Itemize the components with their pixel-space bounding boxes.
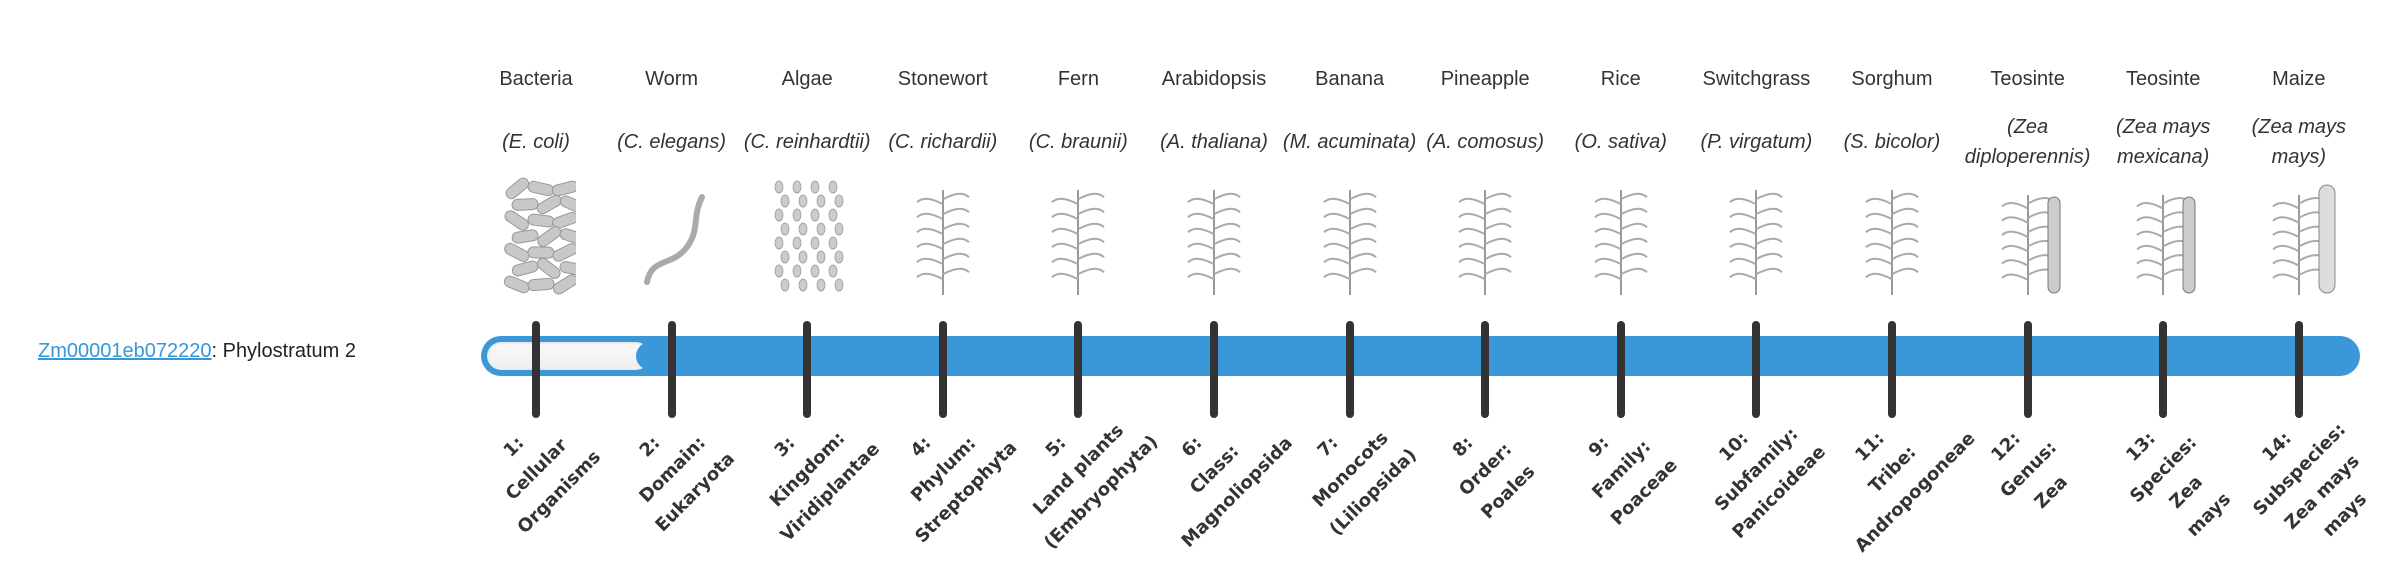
organism-common-name: Arabidopsis [1161, 68, 1267, 90]
stratum-tick [803, 321, 812, 418]
organism-common-name: Maize [2272, 68, 2326, 90]
organism-common-name: Bacteria [499, 68, 573, 90]
stonewort-illustration [903, 177, 983, 297]
stratum-tick [667, 321, 676, 418]
stratum-label: 3: Kingdom: Viridiplantae [714, 376, 902, 564]
organism-species-name: (C. richardii) [888, 131, 998, 153]
algae-illustration [767, 177, 847, 297]
organism-common-name: Rice [1600, 68, 1641, 90]
organism-species-name: (C. reinhardtii) [743, 131, 871, 153]
organism-species-name: (C. elegans) [617, 131, 727, 153]
organism-common-name: Fern [1057, 68, 1099, 90]
organism-common-name: Pineapple [1440, 68, 1530, 90]
stratum-tick [1210, 321, 1218, 418]
banana-illustration [1310, 177, 1390, 297]
organism-species-name: (E. coli) [502, 131, 570, 153]
organism-common-name: Switchgrass [1702, 68, 1811, 90]
organism-species-name: (A. thaliana) [1160, 131, 1268, 153]
organism-common-name: Teosinte [1990, 68, 2065, 90]
pineapple-illustration [1445, 177, 1525, 297]
organism-species-name: (Zea mays mexicana) [2115, 116, 2211, 168]
organism-common-name: Sorghum [1851, 68, 1933, 90]
stratum-tick [938, 321, 947, 418]
stratum-tick [2294, 321, 2303, 418]
stratum-label: 6: Class: Magnoliopsida [1121, 376, 1309, 564]
worm-illustration [632, 177, 712, 297]
phylostratum-bar [481, 336, 2360, 376]
stratum-tick [1752, 321, 1761, 418]
bacteria-illustration [496, 177, 587, 297]
phylostratum-bar-unfilled [487, 342, 664, 370]
organism-species-name: (A. comosus) [1426, 131, 1545, 153]
rice-illustration [1581, 177, 1661, 297]
sorghum-illustration [1852, 177, 1932, 297]
organism-common-name: Worm [645, 68, 699, 90]
arabidopsis-illustration [1174, 177, 1254, 297]
fern-illustration [1038, 177, 1118, 297]
stratum-tick [2159, 321, 2168, 418]
organism-species-name: (P. virgatum) [1700, 131, 1813, 153]
stratum-label: 8: Order: Poales [1392, 376, 1580, 564]
organism-common-name: Stonewort [897, 68, 988, 90]
phylostratum-text: : Phylostratum 2 [211, 340, 356, 362]
stratum-tick [1074, 321, 1083, 418]
organism-common-name: Teosinte [2125, 68, 2201, 90]
stratum-tick [1616, 321, 1625, 418]
stratum-tick [2023, 321, 2032, 418]
gene-phylostratum-label: Zm00001eb072220: Phylostratum 2 [38, 340, 356, 363]
organism-species-name: (Zea mays mays) [2251, 116, 2347, 168]
maize-illustration [2259, 177, 2339, 297]
organism-species-name: (O. sativa) [1574, 131, 1667, 153]
stratum-tick [1481, 321, 1490, 418]
gene-id-link[interactable]: Zm00001eb072220 [38, 340, 212, 362]
stratum-tick [1345, 321, 1354, 418]
organism-common-name: Algae [781, 68, 833, 90]
teosinte-illustration [1988, 177, 2068, 297]
stratum-label: 11: Tribe: Andropogoneae [1799, 376, 1987, 564]
teosinte-illustration [2123, 177, 2203, 297]
stratum-tick [532, 321, 540, 418]
stratum-label: 14: Subspecies: Zea mays mays [2206, 376, 2400, 587]
organism-species-name: (C. braunii) [1028, 131, 1128, 153]
organism-species-name: (M. acuminata) [1282, 131, 1417, 153]
organism-species-name: (S. bicolor) [1843, 131, 1941, 153]
switchgrass-illustration [1716, 177, 1796, 297]
organism-species-name: (Zea diploperennis) [1964, 116, 2091, 168]
organism-common-name: Banana [1315, 68, 1385, 90]
stratum-label: 1: Cellular Organisms [443, 376, 631, 564]
stratum-tick [1888, 321, 1896, 418]
